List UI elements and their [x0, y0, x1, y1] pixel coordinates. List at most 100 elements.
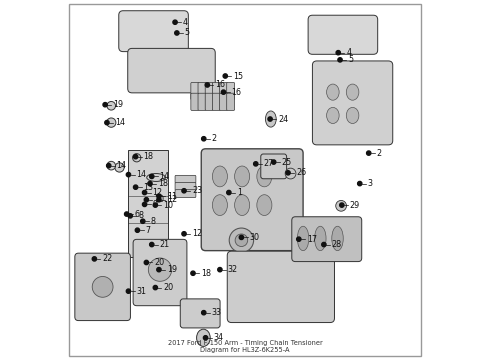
FancyBboxPatch shape: [227, 93, 235, 111]
Ellipse shape: [297, 226, 309, 251]
FancyBboxPatch shape: [227, 251, 335, 323]
Text: 28: 28: [332, 240, 342, 249]
Ellipse shape: [107, 102, 116, 110]
Text: 30: 30: [249, 233, 259, 242]
Text: 15: 15: [233, 72, 244, 81]
Text: 20: 20: [163, 283, 173, 292]
Text: 5: 5: [348, 55, 353, 64]
FancyBboxPatch shape: [227, 82, 235, 100]
Text: 26: 26: [296, 168, 306, 177]
Text: 4: 4: [346, 48, 351, 57]
Circle shape: [239, 235, 244, 239]
FancyBboxPatch shape: [313, 61, 393, 145]
Text: 2017 Ford F-150 Arm - Timing Chain Tensioner
Diagram for HL3Z-6K255-A: 2017 Ford F-150 Arm - Timing Chain Tensi…: [168, 340, 322, 353]
Circle shape: [126, 172, 131, 177]
FancyBboxPatch shape: [212, 82, 220, 100]
Text: 20: 20: [154, 258, 165, 267]
FancyBboxPatch shape: [75, 253, 130, 320]
Text: 6: 6: [135, 210, 140, 219]
Text: 32: 32: [228, 265, 238, 274]
Circle shape: [203, 336, 208, 340]
Circle shape: [143, 190, 147, 195]
Text: 5: 5: [185, 28, 190, 37]
FancyBboxPatch shape: [198, 93, 206, 111]
Text: 4: 4: [183, 18, 188, 27]
Circle shape: [153, 285, 157, 290]
Circle shape: [227, 190, 231, 195]
Text: 24: 24: [278, 114, 288, 123]
FancyBboxPatch shape: [128, 48, 215, 93]
Circle shape: [358, 181, 362, 186]
FancyBboxPatch shape: [220, 82, 227, 100]
Text: 25: 25: [282, 158, 292, 167]
Circle shape: [271, 160, 276, 164]
FancyBboxPatch shape: [198, 82, 206, 100]
Ellipse shape: [92, 276, 113, 297]
FancyBboxPatch shape: [205, 93, 213, 111]
Circle shape: [296, 237, 301, 241]
Circle shape: [191, 271, 195, 275]
Circle shape: [92, 257, 97, 261]
Circle shape: [201, 311, 206, 315]
Circle shape: [126, 289, 131, 293]
Text: 18: 18: [201, 269, 211, 278]
Circle shape: [157, 198, 161, 202]
FancyBboxPatch shape: [220, 93, 227, 111]
Text: 3: 3: [368, 179, 372, 188]
Circle shape: [173, 20, 177, 24]
Text: 27: 27: [264, 159, 274, 168]
Ellipse shape: [346, 107, 359, 123]
Text: 31: 31: [136, 287, 147, 296]
Text: 21: 21: [160, 240, 170, 249]
Ellipse shape: [196, 329, 210, 346]
FancyBboxPatch shape: [308, 15, 378, 54]
Text: 16: 16: [215, 81, 225, 90]
Text: 14: 14: [115, 118, 125, 127]
Text: 13: 13: [144, 183, 153, 192]
Ellipse shape: [336, 201, 346, 211]
Circle shape: [175, 31, 179, 35]
Circle shape: [153, 203, 157, 207]
Text: 19: 19: [113, 100, 123, 109]
FancyBboxPatch shape: [69, 4, 421, 356]
Text: 14: 14: [160, 172, 170, 181]
Ellipse shape: [326, 84, 339, 100]
Ellipse shape: [315, 226, 326, 251]
Text: 14: 14: [117, 161, 126, 170]
Circle shape: [148, 181, 152, 186]
Circle shape: [105, 121, 109, 125]
Text: 2: 2: [212, 134, 217, 143]
Ellipse shape: [266, 111, 276, 127]
Circle shape: [128, 214, 132, 218]
Text: 16: 16: [231, 87, 242, 96]
Text: 23: 23: [192, 186, 202, 195]
Circle shape: [286, 171, 290, 175]
FancyBboxPatch shape: [175, 175, 196, 183]
Text: 33: 33: [212, 308, 221, 317]
FancyBboxPatch shape: [119, 11, 188, 51]
FancyBboxPatch shape: [191, 93, 199, 111]
Ellipse shape: [133, 154, 141, 162]
FancyBboxPatch shape: [175, 190, 196, 198]
Text: 17: 17: [307, 235, 317, 244]
Text: 29: 29: [350, 201, 360, 210]
FancyBboxPatch shape: [175, 183, 196, 190]
Circle shape: [340, 203, 344, 207]
Ellipse shape: [212, 166, 227, 187]
Circle shape: [107, 163, 111, 168]
Circle shape: [141, 219, 145, 224]
FancyBboxPatch shape: [205, 82, 213, 100]
Text: 11: 11: [167, 192, 177, 201]
Ellipse shape: [229, 228, 254, 252]
Circle shape: [218, 267, 222, 272]
Circle shape: [322, 242, 326, 247]
FancyBboxPatch shape: [292, 217, 362, 262]
Text: 12: 12: [167, 195, 177, 204]
Circle shape: [143, 202, 147, 207]
Circle shape: [157, 267, 161, 272]
Ellipse shape: [257, 195, 272, 216]
Circle shape: [144, 260, 148, 265]
Circle shape: [205, 83, 210, 87]
FancyBboxPatch shape: [261, 154, 287, 179]
Ellipse shape: [148, 258, 172, 281]
